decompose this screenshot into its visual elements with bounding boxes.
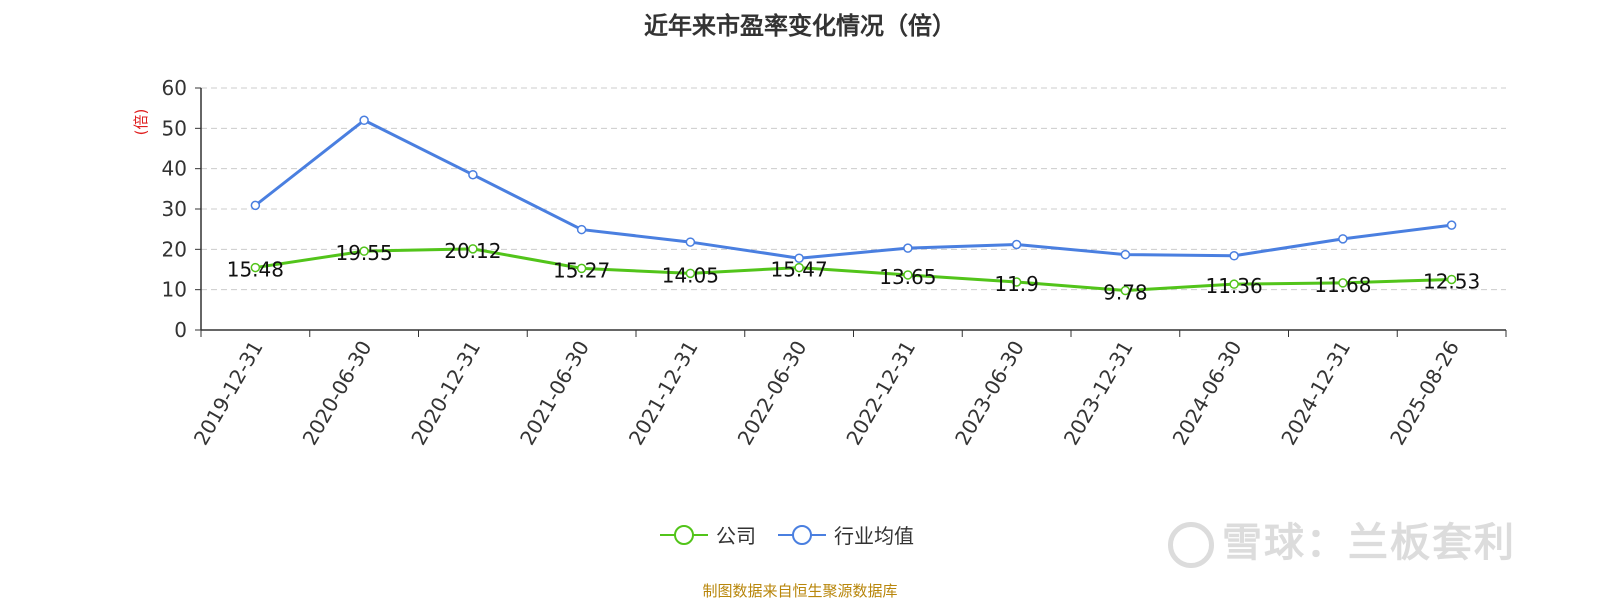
x-tick-label: 2024-06-30 — [1168, 337, 1247, 450]
data-label-company: 15.48 — [227, 258, 284, 282]
data-label-company: 20.12 — [444, 239, 501, 263]
data-point-company — [1446, 274, 1457, 285]
data-label-company: 19.55 — [335, 241, 392, 265]
series-line-company — [255, 247, 1452, 293]
data-point-company — [250, 262, 261, 273]
xueqiu-logo-icon — [1168, 522, 1214, 568]
x-tick-label: 2019-12-31 — [189, 337, 268, 450]
legend-label-company: 公司 — [716, 524, 756, 548]
legend-swatch-industry — [778, 524, 826, 545]
x-tick-label: 2023-12-31 — [1059, 337, 1138, 450]
y-tick-label: 40 — [162, 157, 187, 181]
y-tick-label: 20 — [162, 237, 187, 261]
data-point-industry — [685, 237, 696, 247]
data-point-industry — [1120, 249, 1131, 260]
data-label-company: 12.53 — [1423, 269, 1480, 293]
y-tick-label: 0 — [174, 318, 187, 342]
data-label-company: 15.47 — [770, 258, 827, 282]
watermark-text: 雪球：兰板套利 — [1222, 520, 1516, 566]
data-point-industry — [359, 115, 369, 126]
x-tick-label: 2021-06-30 — [515, 337, 594, 450]
legend-swatch-company — [660, 524, 708, 545]
chart-title: 近年来市盈率变化情况（倍） — [644, 12, 956, 40]
data-point-company — [1229, 279, 1239, 289]
data-point-industry — [1229, 251, 1239, 261]
data-label-company: 11.68 — [1314, 273, 1371, 297]
data-point-industry — [1011, 239, 1022, 250]
data-label-company: 13.65 — [879, 265, 936, 289]
y-axis-label: (倍) — [132, 109, 150, 136]
y-tick-label: 30 — [162, 197, 187, 221]
data-point-company — [685, 268, 696, 279]
data-point-company — [794, 262, 804, 273]
x-tick-label: 2022-06-30 — [733, 337, 812, 450]
data-label-company: 11.36 — [1205, 274, 1262, 298]
x-tick-label: 2022-12-31 — [841, 337, 920, 450]
xueqiu-watermark: 雪球：兰板套利 — [1168, 510, 1516, 568]
data-label-company: 11.9 — [994, 272, 1039, 296]
data-point-company — [1011, 277, 1022, 287]
x-tick-label: 2025-08-26 — [1385, 337, 1464, 450]
data-label-company: 9.78 — [1103, 281, 1148, 305]
x-tick-label: 2021-12-31 — [624, 337, 703, 450]
chart-legend[interactable]: 公司 行业均值 — [660, 520, 936, 549]
x-tick-label: 2024-12-31 — [1276, 337, 1355, 450]
data-point-company — [1338, 278, 1348, 288]
data-source-note: 制图数据来自恒生聚源数据库 — [702, 582, 898, 600]
legend-item-industry[interactable]: 行业均值 — [778, 520, 914, 549]
data-point-company — [468, 244, 478, 254]
legend-label-industry: 行业均值 — [834, 524, 914, 548]
series-line-industry — [254, 118, 1452, 260]
data-point-industry — [1338, 234, 1348, 244]
y-tick-label: 60 — [162, 76, 187, 100]
x-tick-label: 2020-12-31 — [406, 337, 485, 450]
data-point-industry — [468, 169, 478, 180]
data-point-industry — [903, 243, 913, 253]
data-point-company — [1120, 285, 1131, 296]
data-point-industry — [1446, 220, 1457, 230]
data-point-company — [359, 246, 369, 256]
x-tick-label: 2020-06-30 — [298, 337, 377, 450]
data-label-company: 15.27 — [553, 258, 610, 282]
data-point-company — [903, 270, 913, 280]
y-tick-label: 50 — [162, 116, 187, 140]
data-label-company: 14.05 — [662, 263, 719, 287]
x-tick-label: 2023-06-30 — [950, 337, 1029, 450]
data-point-industry — [794, 253, 804, 263]
legend-item-company[interactable]: 公司 — [660, 520, 756, 549]
data-point-industry — [576, 224, 587, 235]
data-point-company — [576, 263, 587, 274]
y-tick-label: 10 — [162, 278, 187, 302]
data-point-industry — [250, 200, 261, 211]
